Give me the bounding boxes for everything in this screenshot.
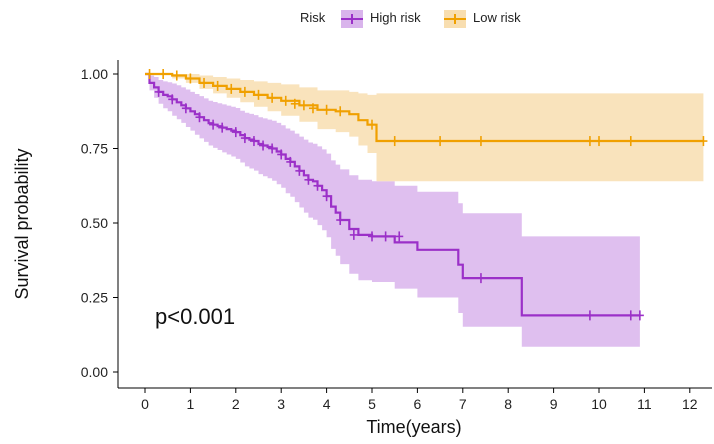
- censor-mark-high-risk: [395, 231, 404, 242]
- x-tick-label: 9: [550, 396, 558, 412]
- y-tick-label: 0.00: [81, 364, 108, 380]
- censor-mark-low-risk: [159, 69, 168, 79]
- x-tick-label: 0: [141, 396, 149, 412]
- censor-mark-low-risk: [299, 100, 308, 111]
- censor-mark-low-risk: [268, 92, 277, 103]
- censor-mark-high-risk: [585, 310, 594, 321]
- censor-mark-high-risk: [195, 112, 204, 123]
- censor-mark-high-risk: [277, 149, 286, 160]
- p-value-annotation: p<0.001: [155, 304, 235, 329]
- censor-mark-low-risk: [336, 106, 345, 117]
- censor-mark-high-risk: [635, 310, 644, 321]
- y-tick-label: 1.00: [81, 66, 108, 82]
- censor-mark-high-risk: [295, 165, 304, 176]
- censor-mark-low-risk: [476, 136, 485, 147]
- censor-mark-low-risk: [699, 136, 708, 147]
- censor-mark-high-risk: [231, 127, 240, 138]
- x-ticks: 0 1 2 3 4 5 6 7 8 9 10 11 12: [141, 388, 698, 412]
- censor-mark-high-risk: [336, 215, 345, 226]
- censor-mark-low-risk: [200, 77, 209, 88]
- censor-mark-high-risk: [154, 86, 163, 97]
- censor-mark-low-risk: [172, 70, 181, 81]
- censor-mark-low-risk: [585, 136, 594, 147]
- legend-item-low-risk: Low risk: [444, 10, 521, 28]
- censor-mark-low-risk: [145, 69, 154, 79]
- censor-mark-high-risk: [209, 119, 218, 130]
- censor-mark-low-risk: [281, 95, 290, 106]
- censor-mark-high-risk: [349, 229, 358, 240]
- x-tick-label: 2: [232, 396, 240, 412]
- legend-label-low-risk: Low risk: [473, 10, 521, 25]
- censor-mark-low-risk: [213, 80, 222, 91]
- censor-mark-low-risk: [308, 103, 317, 114]
- censor-mark-low-risk: [626, 136, 635, 147]
- legend: Risk High risk Low risk: [300, 10, 521, 28]
- censor-mark-high-risk: [626, 310, 635, 321]
- censor-mark-low-risk: [436, 136, 445, 147]
- y-tick-label: 0.25: [81, 290, 108, 306]
- x-tick-label: 7: [459, 396, 467, 412]
- x-tick-label: 10: [591, 396, 607, 412]
- x-axis-title: Time(years): [366, 417, 461, 437]
- x-tick-label: 3: [277, 396, 285, 412]
- censor-mark-high-risk: [268, 143, 277, 154]
- censor-mark-low-risk: [227, 83, 236, 94]
- x-tick-label: 5: [368, 396, 376, 412]
- legend-label-high-risk: High risk: [370, 10, 421, 25]
- x-tick-label: 6: [414, 396, 422, 412]
- censor-mark-low-risk: [390, 136, 399, 147]
- censor-mark-high-risk: [304, 174, 313, 185]
- x-tick-label: 4: [323, 396, 331, 412]
- x-tick-label: 11: [637, 396, 652, 412]
- censor-mark-high-risk: [476, 273, 485, 284]
- censor-mark-high-risk: [240, 133, 249, 144]
- censor-mark-low-risk: [322, 104, 331, 115]
- y-tick-label: 0.50: [81, 215, 108, 231]
- censor-mark-high-risk: [381, 231, 390, 242]
- censor-mark-high-risk: [181, 103, 190, 114]
- censor-mark-high-risk: [168, 94, 177, 105]
- censor-mark-low-risk: [186, 73, 195, 84]
- legend-title: Risk: [300, 10, 326, 25]
- censor-mark-high-risk: [259, 140, 268, 151]
- censor-mark-low-risk: [290, 98, 299, 109]
- censor-mark-high-risk: [218, 122, 227, 133]
- axes: 0 1 2 3 4 5 6 7 8 9 10 11 12 0.000.250.500.751.00: [81, 60, 712, 412]
- censor-mark-high-risk: [313, 180, 322, 191]
- censor-mark-high-risk: [368, 231, 376, 242]
- x-tick-label: 12: [682, 396, 698, 412]
- y-axis-title: Survival probability: [12, 148, 32, 299]
- censor-mark-low-risk: [254, 89, 263, 100]
- y-ticks: 0.00 0.25 0.50 0.75 1.00: [81, 66, 118, 380]
- censor-mark-high-risk: [249, 136, 258, 147]
- y-tick-label: 0.75: [81, 141, 108, 157]
- legend-item-high-risk: High risk: [341, 10, 421, 28]
- censor-mark-low-risk: [240, 86, 249, 97]
- x-tick-label: 1: [187, 396, 195, 412]
- survival-curve-low-risk: [145, 72, 704, 143]
- x-tick-label: 8: [504, 396, 512, 412]
- censor-mark-high-risk: [286, 156, 295, 167]
- censor-mark-low-risk: [368, 119, 376, 130]
- censor-mark-high-risk: [322, 191, 331, 202]
- censor-mark-low-risk: [595, 136, 603, 147]
- censor-marks: [145, 69, 708, 321]
